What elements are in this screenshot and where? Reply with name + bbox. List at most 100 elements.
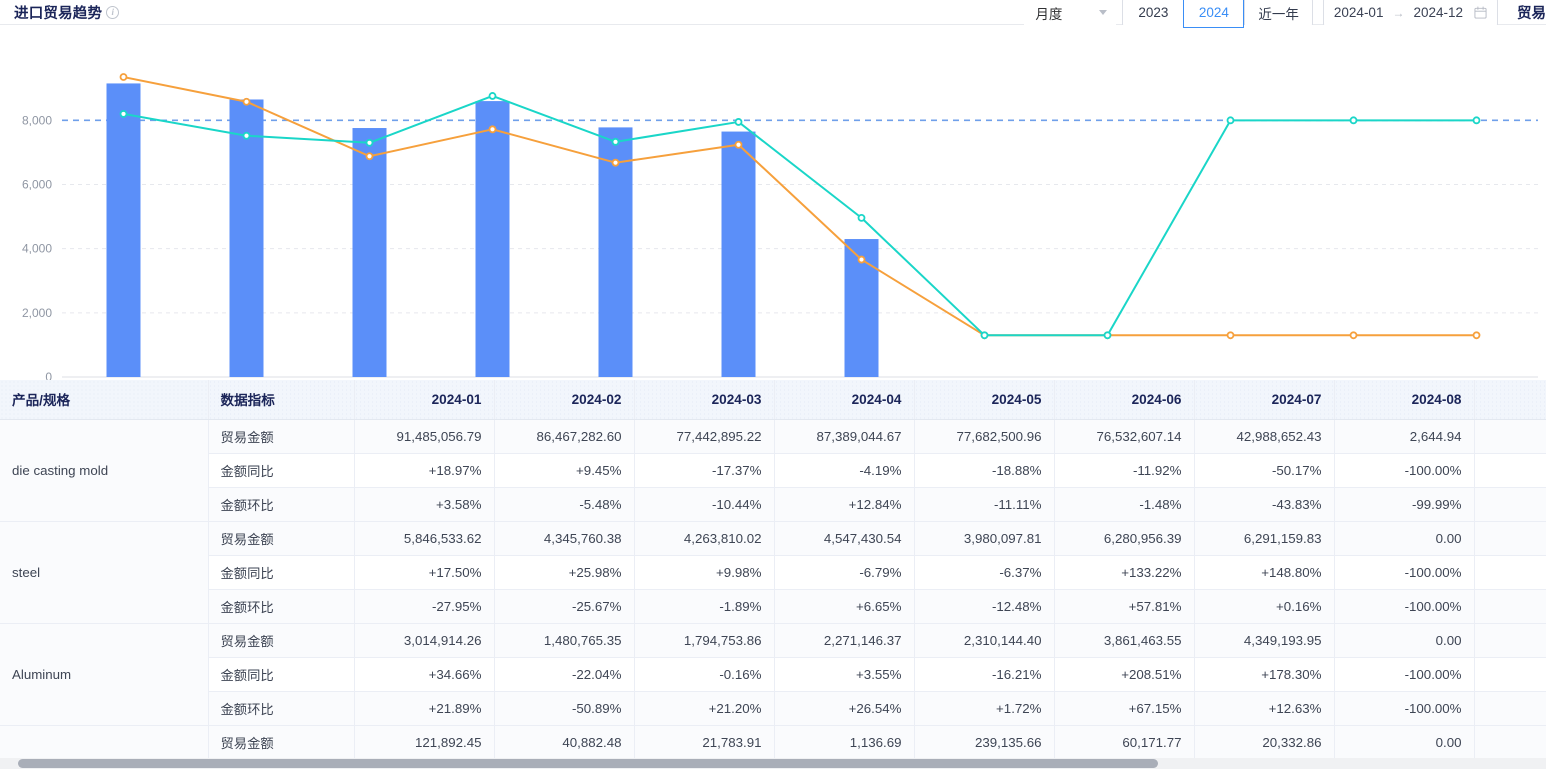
trade-detail-table: 产品/规格 数据指标 2024-01 2024-02 2024-03 2024-04 202…: [0, 380, 1546, 769]
table-cell-value: -100.00%: [1334, 691, 1475, 726]
table-cell-value: +3.55%: [774, 657, 915, 692]
table-cell-value: 4,263,810.02: [634, 521, 775, 556]
table-cell-metric: 金额同比: [208, 657, 355, 692]
table-cell-value: 1,136.69: [774, 725, 915, 760]
table-cell-value: +178.30%: [1194, 657, 1335, 692]
table-cell-value: +0.16%: [1194, 589, 1335, 624]
horizontal-scrollbar[interactable]: [0, 758, 1546, 769]
table-cell-value: [1474, 521, 1546, 556]
table-cell-value: 1,794,753.86: [634, 623, 775, 658]
svg-text:6,000: 6,000: [22, 178, 52, 192]
table-cell-value: -11.11%: [914, 487, 1055, 522]
table-cell-value: 4,547,430.54: [774, 521, 915, 556]
trade-trend-chart: 02,0004,0006,0008,0002024-012024-022024-…: [0, 25, 1546, 380]
year-button-last-year[interactable]: 近一年: [1244, 0, 1313, 28]
table-cell-value: -6.79%: [774, 555, 915, 590]
table-cell-value: -12.48%: [914, 589, 1055, 624]
table-cell-value: +25.98%: [494, 555, 635, 590]
table-cell-value: [1474, 657, 1546, 692]
date-range-start[interactable]: 2024-01: [1333, 5, 1384, 20]
year-button-group: 2023 2024 近一年: [1122, 0, 1313, 28]
table-cell-value: 60,171.77: [1054, 725, 1195, 760]
svg-text:0: 0: [45, 370, 52, 380]
calendar-icon[interactable]: [1474, 6, 1487, 19]
table-cell-value: +18.97%: [354, 453, 495, 488]
table-cell-value: +34.66%: [354, 657, 495, 692]
table-body: die casting mold 贸易金额 91,485,056.79 86,467,…: [0, 419, 1546, 760]
table-cell-value: 3,861,463.55: [1054, 623, 1195, 658]
trailing-section-label: 贸易: [1517, 6, 1546, 22]
table-col-header-month: 2024-02: [494, 380, 635, 420]
table-cell-metric: 贸易金额: [208, 419, 355, 454]
table-cell-value: +21.89%: [354, 691, 495, 726]
table-cell-product: steel: [0, 521, 209, 624]
table-cell-value: 6,291,159.83: [1194, 521, 1335, 556]
table-cell-value: 1,480,765.35: [494, 623, 635, 658]
table-row: die casting mold 贸易金额 91,485,056.79 86,467,…: [0, 419, 1546, 522]
table-cell-value: 42,988,652.43: [1194, 419, 1335, 454]
date-range-end[interactable]: 2024-12: [1413, 5, 1463, 20]
table-col-header-product: 产品/规格: [0, 380, 209, 420]
svg-text:4,000: 4,000: [22, 242, 52, 256]
table-cell-value: [1474, 623, 1546, 658]
table-cell-value: 40,882.48: [494, 725, 635, 760]
table-cell-value: 77,442,895.22: [634, 419, 775, 454]
table-cell-value: -4.19%: [774, 453, 915, 488]
table-cell-value: 0.00: [1334, 725, 1475, 760]
table-cell-value: -16.21%: [914, 657, 1055, 692]
info-circle-icon[interactable]: i: [106, 5, 120, 19]
table-cell-value: +57.81%: [1054, 589, 1195, 624]
table-cell-value: 0.00: [1334, 521, 1475, 556]
table-cell-value: +26.54%: [774, 691, 915, 726]
table-row: 金额环比 +3.58% -5.48% -10.44% +12.84% -11.11% -1.…: [0, 487, 1546, 522]
table-cell-value: +6.65%: [774, 589, 915, 624]
table-cell-metric: 贸易金额: [208, 521, 355, 556]
table-cell-value: -1.89%: [634, 589, 775, 624]
table-cell-product: [0, 725, 209, 760]
table-cell-value: 0.00: [1334, 623, 1475, 658]
year-button-2024[interactable]: 2024: [1183, 0, 1245, 28]
table-cell-value: +133.22%: [1054, 555, 1195, 590]
scrollbar-thumb[interactable]: [18, 759, 1158, 768]
panel-header: 进口贸易趋势 i 月度 2023 2024 近一年 2024-01 → 2024…: [0, 0, 1546, 28]
table-cell-value: +148.80%: [1194, 555, 1335, 590]
table-cell-product: die casting mold: [0, 419, 209, 522]
table-cell-value: [1474, 419, 1546, 454]
table-cell-value: 76,532,607.14: [1054, 419, 1195, 454]
table-cell-value: -43.83%: [1194, 487, 1335, 522]
date-range-picker[interactable]: 2024-01 → 2024-12: [1322, 0, 1498, 28]
table-cell-value: 91,485,056.79: [354, 419, 495, 454]
table-row: 金额同比 +34.66% -22.04% -0.16% +3.55% -16.21% +20…: [0, 657, 1546, 692]
page-title: 进口贸易趋势: [14, 5, 103, 22]
chart-canvas: 02,0004,0006,0008,0002024-012024-022024-…: [22, 73, 1538, 380]
table-cell-value: [1474, 487, 1546, 522]
table-cell-value: 2,644.94: [1334, 419, 1475, 454]
table-cell-value: 3,014,914.26: [354, 623, 495, 658]
table-cell-value: 5,846,533.62: [354, 521, 495, 556]
date-range-arrow-icon: →: [1392, 5, 1405, 20]
table-cell-value: -25.67%: [494, 589, 635, 624]
table-cell-value: +12.84%: [774, 487, 915, 522]
year-button-2023[interactable]: 2023: [1122, 0, 1184, 28]
table-cell-value: [1474, 691, 1546, 726]
table-col-header-month: 2024-04: [774, 380, 915, 420]
granularity-select-value: 月度: [1035, 6, 1063, 22]
table-col-header-metric: 数据指标: [208, 380, 355, 420]
table-cell-value: -17.37%: [634, 453, 775, 488]
table-cell-metric: 贸易金额: [208, 725, 355, 760]
table-col-header-month: [1474, 380, 1546, 420]
table-cell-value: -6.37%: [914, 555, 1055, 590]
table-cell-value: 2,310,144.40: [914, 623, 1055, 658]
table-cell-value: [1474, 453, 1546, 488]
granularity-select[interactable]: 月度: [1024, 0, 1117, 28]
table-cell-value: 4,345,760.38: [494, 521, 635, 556]
table-cell-value: -5.48%: [494, 487, 635, 522]
table-cell-value: -100.00%: [1334, 453, 1475, 488]
table-row: steel 贸易金额 5,846,533.62 4,345,760.38 4,263,8…: [0, 521, 1546, 624]
table-col-header-month: 2024-06: [1054, 380, 1195, 420]
table-cell-value: -1.48%: [1054, 487, 1195, 522]
table-cell-value: +9.45%: [494, 453, 635, 488]
table-cell-value: 6,280,956.39: [1054, 521, 1195, 556]
table-cell-metric: 金额环比: [208, 487, 355, 522]
